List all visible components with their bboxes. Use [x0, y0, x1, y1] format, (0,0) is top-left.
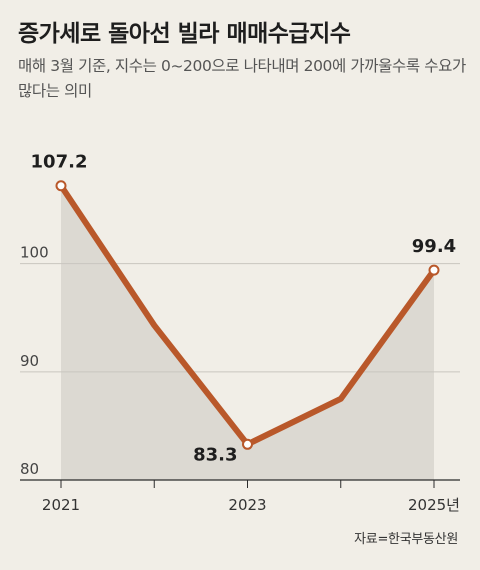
chart-title: 증가세로 돌아선 빌라 매매수급지수 [18, 21, 351, 47]
data-label: 99.4 [412, 236, 456, 257]
y-tick-label: 90 [20, 352, 39, 370]
x-tick-label: 2025년 [408, 496, 460, 514]
data-point [242, 438, 253, 450]
x-tick-label: 2023 [228, 496, 266, 514]
x-tick-label: 2021 [42, 496, 80, 514]
data-label: 83.3 [193, 444, 237, 465]
source-note: 자료=한국부동산원 [354, 532, 458, 547]
data-label: 107.2 [31, 152, 88, 173]
data-point [55, 180, 67, 192]
data-point [428, 264, 440, 276]
chart-subtitle: 매해 3월 기준, 지수는 0~200으로 나타내며 200에 가까울수록 수요… [18, 57, 466, 100]
y-tick-label: 80 [20, 460, 39, 478]
area-fill [61, 185, 434, 480]
y-tick-label: 100 [20, 244, 49, 262]
